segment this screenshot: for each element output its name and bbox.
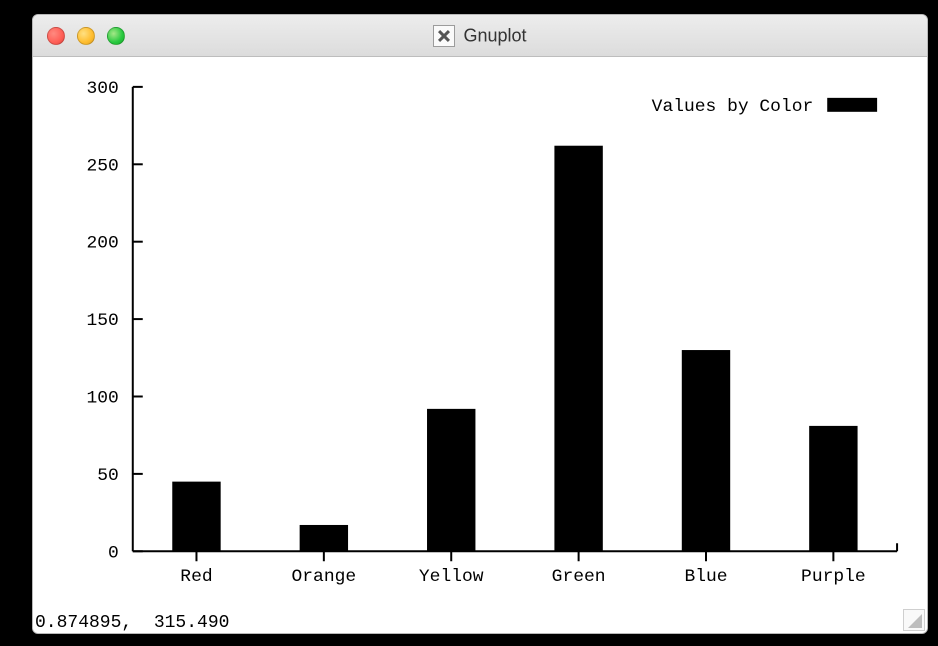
bar <box>809 426 857 551</box>
x-tick-label: Blue <box>684 567 727 587</box>
x-tick-label: Purple <box>801 567 866 587</box>
legend-swatch <box>827 98 877 112</box>
bar <box>300 525 348 551</box>
zoom-icon[interactable] <box>107 27 125 45</box>
chart-svg: 0 50 100 150 200 250 300 Red Orange Yellow Green Bl… <box>33 57 927 633</box>
app-window: Gnuplot 0 50 100 150 200 250 300 Red Orange Yello… <box>32 14 928 634</box>
bar <box>427 409 475 551</box>
x-tick-label: Red <box>180 567 212 587</box>
x-tick-label: Yellow <box>419 567 484 587</box>
y-tick-label: 150 <box>86 311 118 331</box>
bar <box>554 146 602 552</box>
plot-area: 0 50 100 150 200 250 300 Red Orange Yellow Green Bl… <box>33 57 927 633</box>
titlebar[interactable]: Gnuplot <box>33 15 927 57</box>
y-tick-label: 50 <box>97 466 119 486</box>
xorg-icon <box>433 25 455 47</box>
window-title: Gnuplot <box>463 25 526 45</box>
x-tick-label: Orange <box>292 567 357 587</box>
resize-grip[interactable] <box>903 609 925 631</box>
bar <box>172 482 220 552</box>
y-tick-label: 250 <box>86 156 118 176</box>
x-tick-label: Green <box>552 567 606 587</box>
close-icon[interactable] <box>47 27 65 45</box>
traffic-lights <box>47 27 125 45</box>
legend-label: Values by Color <box>652 97 814 117</box>
y-tick-label: 200 <box>86 234 118 254</box>
title-area: Gnuplot <box>33 25 927 47</box>
y-tick-label: 100 <box>86 388 118 408</box>
minimize-icon[interactable] <box>77 27 95 45</box>
y-tick-label: 300 <box>86 79 118 99</box>
y-tick-label: 0 <box>108 543 119 563</box>
bar <box>682 350 730 551</box>
cursor-coords-status: 0.874895, 315.490 <box>35 613 229 633</box>
